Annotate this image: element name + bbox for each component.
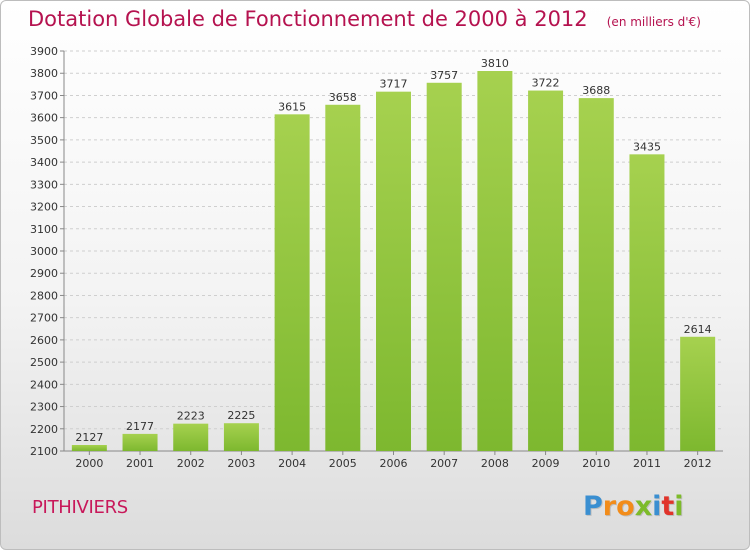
bar-2005 (325, 104, 361, 452)
y-tick-label: 3700 (30, 89, 58, 102)
y-tick-label: 2700 (30, 312, 58, 325)
bar-2009 (528, 90, 564, 452)
chart-subtitle: (en milliers d'€) (606, 15, 701, 29)
bar-2008 (477, 71, 513, 451)
x-tick-label: 2005 (329, 457, 357, 470)
value-label: 2225 (227, 409, 255, 422)
bar-2003 (223, 423, 259, 451)
bar-2002 (173, 423, 209, 451)
logo-letter: i (652, 491, 662, 522)
x-tick-label: 2007 (430, 457, 458, 470)
logo-letter: P (583, 491, 603, 522)
x-tick-label: 2008 (481, 457, 509, 470)
value-label: 3688 (582, 84, 610, 97)
y-tick-label: 2100 (30, 445, 58, 458)
value-label: 3757 (430, 69, 458, 82)
value-label: 3615 (278, 100, 306, 113)
x-tick-label: 2004 (278, 457, 306, 470)
bar-2011 (629, 154, 665, 452)
value-label: 3722 (532, 77, 560, 90)
logo-letter: i (674, 491, 684, 522)
y-tick-label: 3500 (30, 134, 58, 147)
value-label: 3810 (481, 57, 509, 70)
logo-letter: t (661, 491, 675, 522)
bar-2007 (426, 82, 462, 452)
x-tick-label: 2011 (633, 457, 661, 470)
y-tick-label: 3600 (30, 112, 58, 125)
x-tick-label: 2003 (227, 457, 255, 470)
labels: 2127 2177 2223 2225 3615 3658 3717 3757 3810 3722… (75, 57, 711, 444)
x-tick-label: 2001 (126, 457, 154, 470)
value-label: 3658 (329, 91, 357, 104)
x-tick-label: 2010 (582, 457, 610, 470)
value-label: 3717 (380, 78, 408, 91)
logo-letter: x (634, 491, 653, 522)
y-tick-label: 2500 (30, 356, 58, 369)
y-tick-label: 3400 (30, 156, 58, 169)
y-tick-label: 2300 (30, 401, 58, 414)
axes: 2100 2200 2300 2400 2500 2600 2700 2800 2900 3000… (30, 45, 723, 470)
value-label: 2614 (684, 323, 712, 336)
x-tick-label: 2000 (75, 457, 103, 470)
x-tick-label: 2009 (532, 457, 560, 470)
y-tick-label: 2800 (30, 289, 58, 302)
value-label: 2177 (126, 420, 154, 433)
y-tick-label: 3300 (30, 178, 58, 191)
y-tick-label: 3200 (30, 201, 58, 214)
place-name: PITHIVIERS (32, 497, 128, 518)
y-tick-label: 2600 (30, 334, 58, 347)
logo-letter: o (616, 491, 635, 522)
bars (71, 71, 716, 452)
y-tick-label: 3900 (30, 45, 58, 58)
bar-2001 (122, 433, 158, 451)
y-tick-label: 3100 (30, 223, 58, 236)
bar-2010 (578, 98, 614, 451)
y-tick-label: 2400 (30, 378, 58, 391)
x-tick-label: 2006 (380, 457, 408, 470)
proxiti-logo: Proxiti (583, 491, 684, 522)
x-tick-label: 2012 (684, 457, 712, 470)
bar-2006 (376, 91, 411, 452)
chart-title: Dotation Globale de Fonctionnement de 20… (28, 7, 588, 31)
value-label: 3435 (633, 140, 661, 153)
bar-2012 (680, 336, 716, 451)
title-row: Dotation Globale de Fonctionnement de 20… (28, 7, 701, 31)
x-tick-label: 2002 (177, 457, 205, 470)
value-label: 2223 (177, 410, 205, 423)
value-label: 2127 (75, 431, 103, 444)
y-tick-label: 3800 (30, 67, 58, 80)
bar-2000 (71, 445, 107, 451)
y-tick-label: 2200 (30, 423, 58, 436)
y-tick-label: 2900 (30, 267, 58, 280)
logo-letter: r (602, 491, 617, 522)
bar-2004 (274, 114, 310, 451)
y-tick-label: 3000 (30, 245, 58, 258)
